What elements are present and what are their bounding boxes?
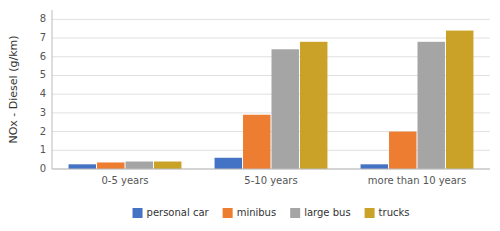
bar xyxy=(300,42,327,169)
bar xyxy=(126,162,153,169)
y-tick-label: 0 xyxy=(40,163,46,174)
legend-swatch xyxy=(365,208,375,218)
bar xyxy=(418,42,445,169)
bar xyxy=(389,132,416,169)
x-axis-line xyxy=(52,169,490,170)
y-tick-label: 8 xyxy=(40,13,46,24)
bar xyxy=(446,31,473,169)
legend-swatch xyxy=(223,208,233,218)
y-tick-label: 3 xyxy=(40,107,46,118)
x-tick-label: 0-5 years xyxy=(101,175,148,186)
legend-label: personal car xyxy=(147,207,210,218)
grid-line xyxy=(52,38,490,39)
legend-item: large bus xyxy=(290,207,350,218)
y-axis-label: NOx - Diesel (g/km) xyxy=(7,35,20,143)
x-tick-label: 5-10 years xyxy=(244,175,297,186)
legend-item: minibus xyxy=(223,207,277,218)
legend-item: trucks xyxy=(365,207,410,218)
bar xyxy=(154,162,181,169)
chart-container: 0 1 2 3 4 5 6 7 8 NOx - Diesel (g/km) 0-5 years 5-1… xyxy=(0,0,500,231)
legend-item: personal car xyxy=(133,207,210,218)
y-tick-label: 6 xyxy=(40,51,46,62)
y-tick-label: 1 xyxy=(40,144,46,155)
grid-line xyxy=(52,169,490,170)
chart: 0 1 2 3 4 5 6 7 8 NOx - Diesel (g/km) 0-5 years 5-1… xyxy=(0,0,500,231)
y-tick-label: 2 xyxy=(40,126,46,137)
y-tick-label: 5 xyxy=(40,69,46,80)
legend-swatch xyxy=(290,208,300,218)
grid-line xyxy=(52,19,490,20)
y-axis-line xyxy=(52,10,53,169)
legend-label: large bus xyxy=(304,207,350,218)
legend-label: minibus xyxy=(237,207,277,218)
bar xyxy=(69,164,96,169)
legend: personal car minibus large bus trucks xyxy=(133,207,410,218)
bars xyxy=(69,31,474,169)
bar xyxy=(361,164,388,169)
legend-swatch xyxy=(133,208,143,218)
y-tick-label: 4 xyxy=(40,88,46,99)
x-tick-label: more than 10 years xyxy=(368,175,466,186)
bar xyxy=(215,158,242,169)
bar xyxy=(272,49,299,169)
y-tick-label: 7 xyxy=(40,32,46,43)
x-axis: 0-5 years 5-10 years more than 10 years xyxy=(52,169,490,186)
y-axis: 0 1 2 3 4 5 6 7 8 xyxy=(40,10,490,174)
legend-label: trucks xyxy=(379,207,410,218)
bar xyxy=(243,115,270,169)
bar xyxy=(97,162,124,169)
